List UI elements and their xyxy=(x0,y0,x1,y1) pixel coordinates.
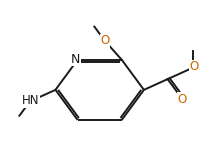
Text: O: O xyxy=(178,93,187,106)
Text: O: O xyxy=(100,34,110,47)
Text: HN: HN xyxy=(22,94,40,107)
Text: N: N xyxy=(71,52,80,66)
Text: O: O xyxy=(190,60,199,73)
